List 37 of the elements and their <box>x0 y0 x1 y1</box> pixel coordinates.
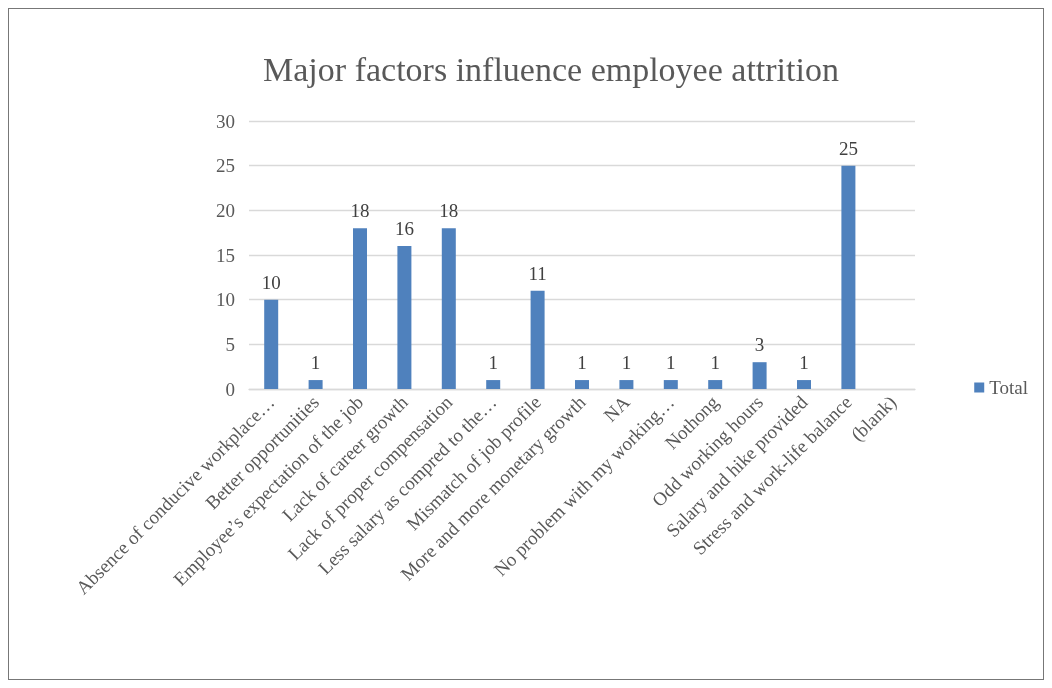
bar <box>397 246 412 389</box>
data-label: 3 <box>754 334 765 356</box>
y-tick-label: 15 <box>216 244 235 266</box>
data-label: 1 <box>488 352 498 374</box>
chart-title: Major factors influence employee attrition <box>263 50 839 88</box>
data-label: 16 <box>394 218 414 240</box>
bar <box>353 228 367 389</box>
y-tick-label: 5 <box>225 333 235 355</box>
data-label: 1 <box>310 352 321 374</box>
data-label: 10 <box>261 271 281 293</box>
data-label: 25 <box>838 137 858 159</box>
data-label: 1 <box>666 352 676 374</box>
y-tick-label: 0 <box>225 378 235 400</box>
y-tick-label: 20 <box>216 199 235 221</box>
bar <box>530 290 545 389</box>
bar <box>486 380 501 389</box>
data-label: 1 <box>710 352 720 374</box>
data-label: 1 <box>577 352 587 374</box>
bar <box>752 362 767 389</box>
y-tick-label: 10 <box>216 289 235 311</box>
bar <box>308 380 323 389</box>
legend-label: Total <box>989 377 1029 398</box>
bar <box>841 165 856 389</box>
data-label: 18 <box>350 200 370 222</box>
y-tick-label: 25 <box>216 155 235 177</box>
data-label: 18 <box>439 200 459 222</box>
bar <box>663 380 678 389</box>
bar <box>619 380 634 389</box>
bar <box>575 380 589 389</box>
bar <box>797 380 811 389</box>
data-label: 11 <box>528 262 547 284</box>
data-label: 1 <box>621 352 632 374</box>
bar <box>441 228 456 389</box>
data-label: 1 <box>799 352 809 374</box>
y-tick-label: 30 <box>216 110 235 132</box>
bar <box>708 380 723 389</box>
bar <box>264 299 279 389</box>
